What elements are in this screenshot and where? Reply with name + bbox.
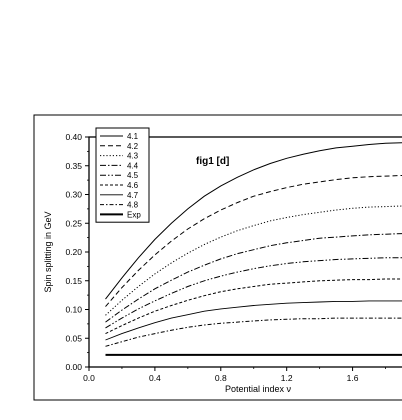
y-tick-label: 0.25 [65,218,82,228]
legend-label: Exp [127,210,141,219]
series-line-4-3 [106,206,402,315]
y-tick-label: 0.30 [65,190,82,200]
x-tick-label: 0.8 [215,373,227,383]
series-line-4-6 [106,279,402,334]
y-axis-label: Spin splitting in GeV [43,211,53,292]
legend-label: 4.5 [127,171,139,180]
y-tick-label: 0.15 [65,276,82,286]
x-tick-label: 1.6 [347,373,359,383]
legend-label: 4.2 [127,142,139,151]
series-line-4-5 [106,258,402,328]
legend-label: 4.3 [127,152,139,161]
x-axis-label: Potential index ν [225,384,292,394]
x-tick-label: 1.2 [281,373,293,383]
y-tick-label: 0.05 [65,333,82,343]
legend-label: 4.7 [127,191,139,200]
figure-annotation: fig1 [d] [196,156,229,167]
y-tick-label: 0.20 [65,247,82,257]
series-line-4-7 [106,301,402,340]
legend-label: 4.4 [127,161,139,170]
y-tick-label: 0.35 [65,161,82,171]
legend-label: 4.1 [127,132,139,141]
y-tick-label: 0.00 [65,362,82,372]
y-tick-label: 0.40 [65,132,82,142]
legend-label: 4.8 [127,201,139,210]
series-line-4-8 [106,318,402,346]
legend-label: 4.6 [127,181,139,190]
y-tick-label: 0.10 [65,305,82,315]
x-tick-label: 0.4 [149,373,161,383]
series-line-4-1 [106,143,402,299]
x-tick-label: 0.0 [83,373,95,383]
